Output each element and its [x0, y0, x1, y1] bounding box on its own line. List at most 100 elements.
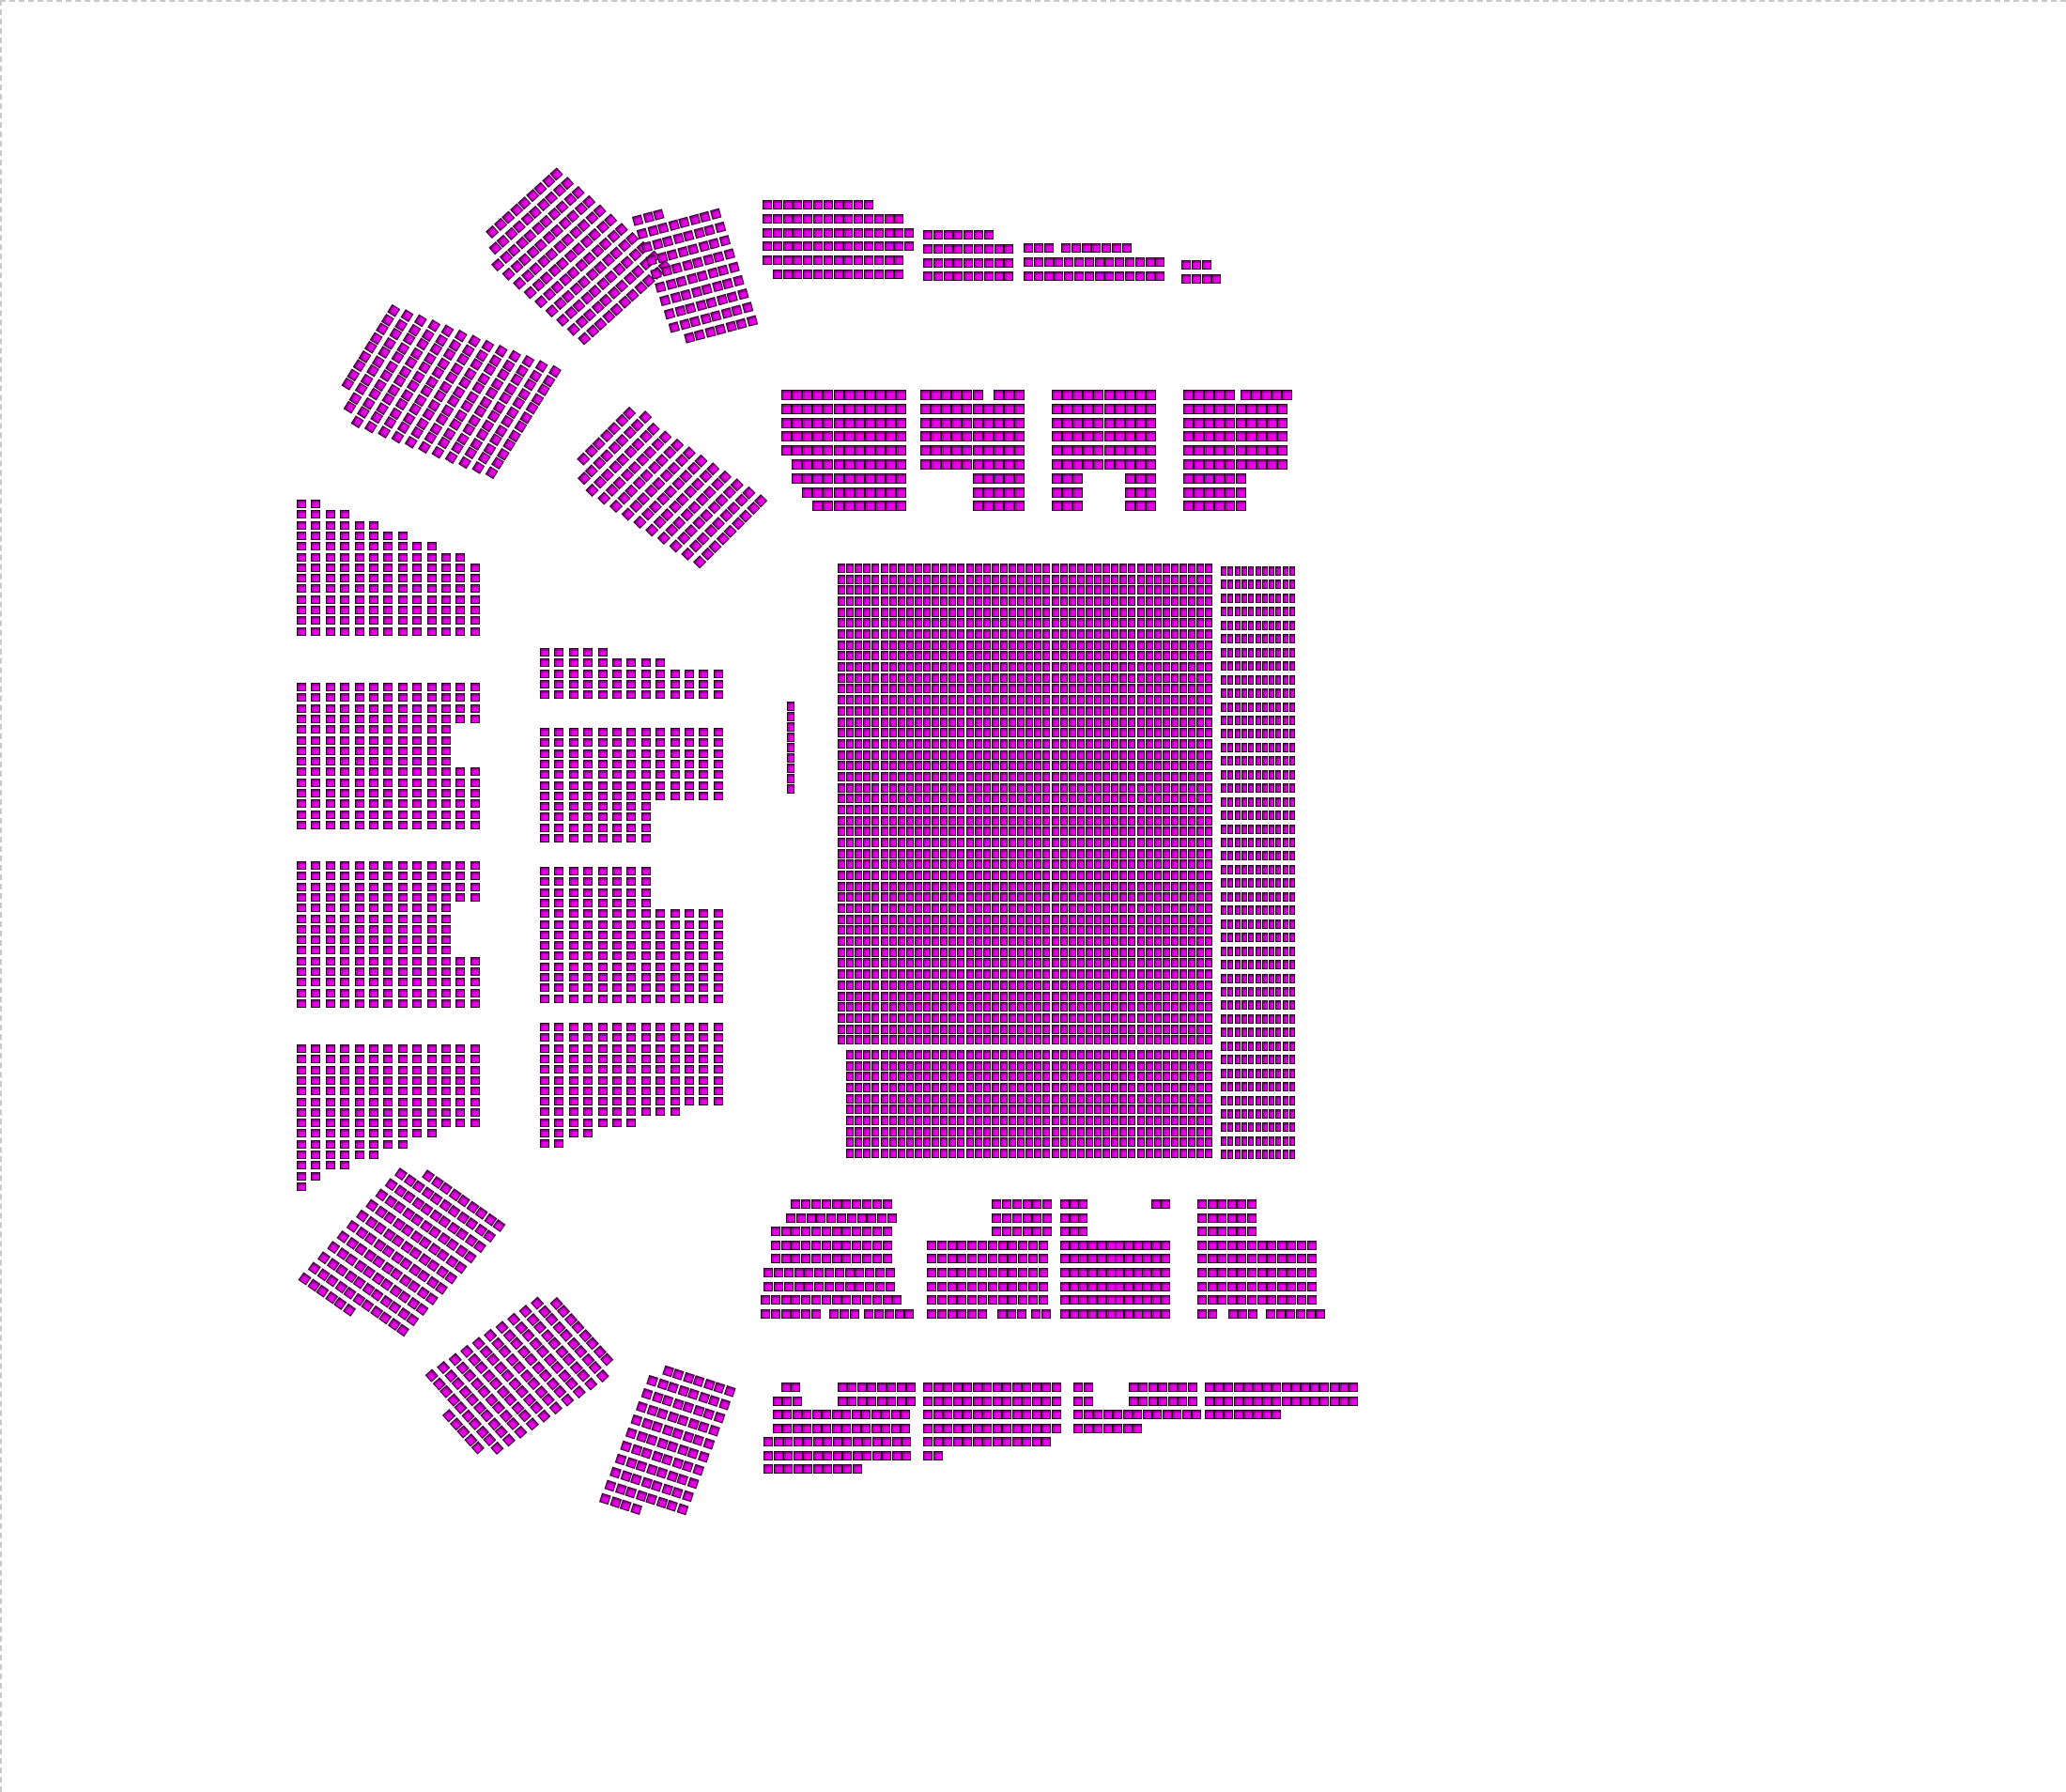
seat[interactable] — [1025, 936, 1034, 947]
seat[interactable] — [999, 1105, 1008, 1115]
seat[interactable] — [369, 520, 378, 530]
seat[interactable] — [597, 1065, 608, 1074]
seat[interactable] — [914, 651, 922, 661]
seat[interactable] — [999, 804, 1008, 814]
seat[interactable] — [354, 531, 364, 540]
seat[interactable] — [948, 804, 957, 814]
seat[interactable] — [540, 973, 549, 981]
seat[interactable] — [1124, 403, 1135, 414]
seat[interactable] — [1153, 695, 1162, 705]
seat[interactable] — [1248, 973, 1255, 983]
seat[interactable] — [1221, 647, 1226, 657]
seat[interactable] — [626, 749, 637, 758]
seat[interactable] — [1196, 848, 1205, 858]
seat[interactable] — [854, 241, 864, 252]
seat[interactable] — [1060, 1281, 1070, 1291]
seat[interactable] — [871, 826, 880, 837]
seat[interactable] — [1094, 1105, 1102, 1115]
seat[interactable] — [369, 956, 378, 966]
seat[interactable] — [612, 728, 622, 736]
seat[interactable] — [1179, 904, 1187, 914]
seat[interactable] — [838, 640, 845, 650]
seat[interactable] — [685, 1065, 694, 1074]
seat[interactable] — [1289, 756, 1295, 766]
seat[interactable] — [880, 1002, 888, 1012]
seat[interactable] — [1179, 936, 1187, 947]
seat[interactable] — [1068, 1137, 1076, 1148]
seat[interactable] — [597, 1118, 608, 1127]
seat[interactable] — [791, 1227, 801, 1237]
seat[interactable] — [855, 1012, 863, 1023]
seat[interactable] — [554, 802, 564, 811]
seat[interactable] — [896, 472, 907, 484]
seat[interactable] — [1009, 871, 1016, 881]
seat[interactable] — [1085, 629, 1093, 640]
seat[interactable] — [412, 626, 423, 636]
seat[interactable] — [965, 564, 974, 573]
seat[interactable] — [1013, 501, 1025, 512]
seat[interactable] — [1136, 1149, 1145, 1159]
seat[interactable] — [670, 951, 680, 961]
seat[interactable] — [1261, 1055, 1268, 1065]
seat[interactable] — [856, 1396, 867, 1406]
seat[interactable] — [1241, 919, 1247, 929]
seat[interactable] — [1034, 925, 1042, 935]
seat[interactable] — [932, 1126, 940, 1136]
seat[interactable] — [1094, 695, 1102, 705]
seat[interactable] — [957, 1126, 965, 1136]
seat[interactable] — [640, 867, 651, 875]
seat[interactable] — [699, 1086, 709, 1095]
seat[interactable] — [936, 1308, 947, 1319]
seat[interactable] — [940, 651, 948, 661]
seat[interactable] — [863, 804, 871, 814]
seat[interactable] — [1083, 417, 1094, 428]
seat[interactable] — [311, 626, 321, 636]
seat[interactable] — [1241, 1082, 1247, 1092]
seat[interactable] — [1205, 815, 1213, 826]
seat[interactable] — [1102, 1060, 1111, 1071]
seat[interactable] — [982, 1437, 992, 1446]
seat[interactable] — [1196, 871, 1205, 881]
seat[interactable] — [612, 749, 622, 758]
seat[interactable] — [1275, 688, 1282, 699]
seat[interactable] — [412, 914, 423, 923]
seat[interactable] — [974, 892, 982, 903]
seat[interactable] — [793, 213, 803, 224]
seat[interactable] — [583, 1086, 594, 1095]
seat[interactable] — [1179, 717, 1187, 727]
seat[interactable] — [1111, 1012, 1119, 1023]
seat[interactable] — [383, 1087, 393, 1096]
seat[interactable] — [426, 914, 437, 923]
seat[interactable] — [311, 606, 321, 614]
seat[interactable] — [1196, 684, 1205, 694]
seat[interactable] — [1269, 566, 1275, 576]
seat[interactable] — [1034, 1072, 1042, 1082]
seat[interactable] — [1025, 695, 1034, 705]
seat[interactable] — [999, 672, 1008, 683]
seat[interactable] — [846, 1213, 856, 1223]
seat[interactable] — [811, 1295, 821, 1305]
seat[interactable] — [965, 936, 974, 947]
seat[interactable] — [884, 270, 894, 279]
seat[interactable] — [369, 967, 378, 976]
seat[interactable] — [1241, 986, 1247, 996]
seat[interactable] — [923, 980, 931, 990]
seat[interactable] — [957, 1116, 965, 1126]
seat[interactable] — [1060, 1213, 1070, 1223]
seat[interactable] — [855, 848, 863, 858]
seat[interactable] — [1234, 1013, 1241, 1024]
seat[interactable] — [993, 445, 1004, 456]
seat[interactable] — [626, 898, 637, 907]
seat[interactable] — [1115, 1308, 1125, 1319]
seat[interactable] — [948, 991, 957, 1001]
seat[interactable] — [994, 243, 1004, 254]
seat[interactable] — [1025, 1083, 1034, 1093]
seat[interactable] — [655, 749, 666, 758]
seat[interactable] — [844, 1281, 855, 1291]
seat[interactable] — [1225, 487, 1236, 498]
seat[interactable] — [1170, 881, 1179, 891]
seat[interactable] — [1196, 904, 1205, 914]
seat[interactable] — [871, 695, 880, 705]
seat[interactable] — [568, 877, 578, 887]
seat[interactable] — [933, 243, 943, 254]
